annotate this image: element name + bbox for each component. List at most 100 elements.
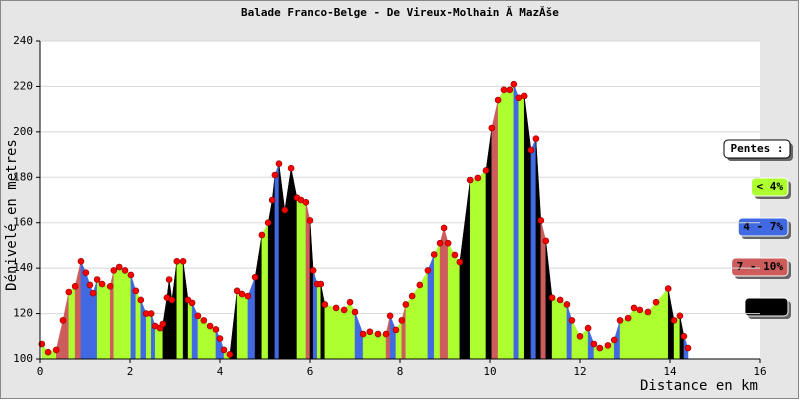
elevation-point — [220, 346, 228, 354]
slope-segment — [551, 297, 561, 360]
slope-segment — [305, 202, 311, 360]
elevation-point — [309, 267, 317, 274]
slope-segment — [509, 83, 515, 360]
x-tick-label: 16 — [753, 365, 766, 378]
y-tick-label: 160 — [13, 216, 33, 229]
elevation-point — [302, 198, 310, 206]
slope-segment — [433, 243, 441, 360]
elevation-point — [59, 317, 67, 324]
slope-segment — [443, 227, 449, 360]
elevation-point — [82, 269, 90, 276]
elevation-point — [306, 217, 314, 224]
elevation-point — [506, 86, 514, 94]
y-axis-label: Dénivelé en metres — [4, 139, 20, 291]
slope-segment — [118, 266, 126, 360]
slope-segment — [559, 299, 568, 360]
elevation-point — [466, 176, 474, 184]
elevation-point — [165, 276, 173, 283]
elevation-point — [98, 280, 106, 288]
elevation-point — [563, 301, 571, 308]
elevation-point — [542, 237, 550, 245]
y-tick-label: 180 — [13, 170, 33, 183]
elevation-point — [548, 294, 556, 301]
elevation-point — [340, 306, 348, 314]
slope-segment — [145, 313, 152, 360]
elevation-point — [238, 290, 246, 298]
y-tick-label: 140 — [13, 261, 33, 274]
slope-segment — [324, 304, 337, 360]
elevation-point — [398, 317, 406, 324]
slope-segment — [261, 222, 269, 360]
slope-segment — [335, 307, 345, 360]
elevation-point — [216, 335, 224, 342]
slope-segment — [113, 266, 120, 360]
elevation-point — [556, 296, 564, 304]
slope-segment — [619, 317, 629, 360]
y-tick-label: 240 — [13, 34, 33, 47]
slope-segment — [296, 197, 302, 360]
elevation-point — [179, 258, 187, 265]
elevation-point — [71, 283, 79, 290]
x-tick-label: 4 — [217, 365, 224, 378]
elevation-point — [604, 342, 612, 349]
elevation-point — [610, 336, 618, 344]
slope-segment — [513, 84, 520, 360]
elevation-point — [44, 348, 52, 356]
elevation-point — [121, 267, 129, 274]
elevation-point — [684, 344, 692, 352]
legend-label: 7 - 10% — [737, 260, 784, 273]
elevation-point — [351, 308, 359, 316]
slope-segment — [477, 169, 487, 360]
elevation-point — [680, 332, 688, 340]
elevation-point — [346, 298, 354, 306]
slope-segment — [447, 242, 456, 360]
elevation-point — [382, 330, 390, 338]
slope-segment — [518, 95, 525, 360]
elevation-point — [168, 296, 176, 304]
slope-segment — [377, 333, 387, 360]
plot-area — [40, 41, 760, 359]
elevation-point — [440, 224, 448, 232]
slope-segment — [633, 307, 641, 360]
elevation-point — [271, 171, 279, 179]
y-tick-label: 120 — [13, 307, 33, 320]
elevation-point — [89, 289, 97, 297]
elevation-point — [664, 285, 672, 292]
elevation-point — [416, 281, 424, 289]
elevation-point — [590, 340, 598, 348]
slope-segment — [530, 138, 537, 360]
elevation-point — [444, 239, 452, 247]
elevation-point — [500, 86, 508, 94]
elevation-point — [173, 258, 181, 265]
elevation-point — [264, 219, 272, 227]
slope-segment — [300, 199, 307, 360]
slope-segment — [101, 283, 111, 360]
x-tick-label: 10 — [483, 365, 496, 378]
elevation-point — [127, 271, 135, 279]
slope-segment — [503, 89, 511, 360]
y-tick-label: 200 — [13, 125, 33, 138]
elevation-point — [106, 283, 114, 290]
elevation-point — [408, 292, 416, 300]
elevation-point — [86, 281, 94, 289]
elevation-point — [287, 164, 295, 172]
slope-segment — [124, 269, 132, 360]
elevation-point — [194, 312, 202, 320]
elevation-point — [670, 317, 678, 324]
elevation-point — [147, 310, 155, 317]
slope-segment — [439, 227, 445, 360]
elevation-point — [451, 251, 459, 259]
legend-label: 4 - 7% — [743, 220, 783, 233]
elevation-point — [482, 167, 490, 174]
slope-segment — [80, 261, 87, 360]
elevation-point — [515, 94, 523, 102]
elevation-point — [188, 299, 196, 307]
elevation-point — [510, 80, 518, 88]
slope-segment — [236, 290, 243, 360]
slope-segment — [176, 261, 184, 360]
elevation-point — [115, 263, 123, 271]
elevation-point — [430, 251, 438, 258]
elevation-point — [576, 332, 584, 340]
legend-label: > 10% — [750, 300, 783, 313]
legend-swatch — [751, 177, 789, 197]
